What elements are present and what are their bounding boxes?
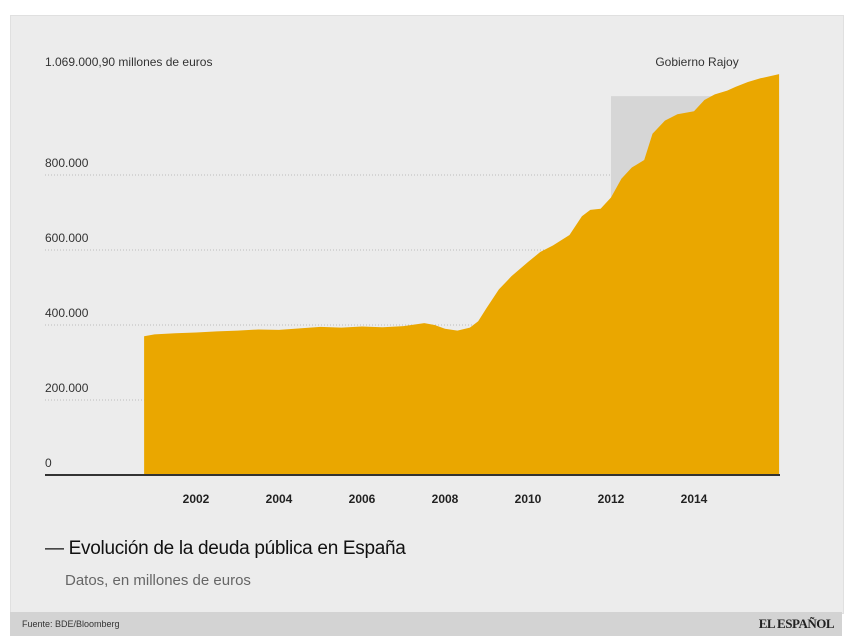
x-tick-label: 2004 <box>266 492 293 506</box>
y-tick-label: 0 <box>45 456 52 470</box>
y-tick-label: 600.000 <box>45 231 89 245</box>
chart-subtitle: Datos, en millones de euros <box>65 572 251 589</box>
x-axis-ticks: 2002 2004 2006 2008 2010 2012 2014 <box>183 492 708 506</box>
x-tick-label: 2010 <box>515 492 542 506</box>
annotation-label: Gobierno Rajoy <box>655 55 738 69</box>
footer: Fuente: BDE/Bloomberg EL ESPAÑOL <box>10 612 842 636</box>
x-tick-label: 2006 <box>349 492 376 506</box>
x-tick-label: 2014 <box>681 492 708 506</box>
source-note: Fuente: BDE/Bloomberg <box>22 619 120 629</box>
debt-area <box>144 74 780 475</box>
x-tick-label: 2002 <box>183 492 210 506</box>
y-tick-label: 800.000 <box>45 156 89 170</box>
max-value-label: 1.069.000,90 millones de euros <box>45 55 212 69</box>
y-axis-ticks: 0 200.000 400.000 600.000 800.000 <box>45 156 89 470</box>
y-tick-label: 400.000 <box>45 306 89 320</box>
brand-logo: EL ESPAÑOL <box>758 616 835 631</box>
chart-title: — Evolución de la deuda pública en Españ… <box>45 538 406 559</box>
y-tick-label: 200.000 <box>45 381 89 395</box>
x-tick-label: 2008 <box>432 492 459 506</box>
x-tick-label: 2012 <box>598 492 625 506</box>
